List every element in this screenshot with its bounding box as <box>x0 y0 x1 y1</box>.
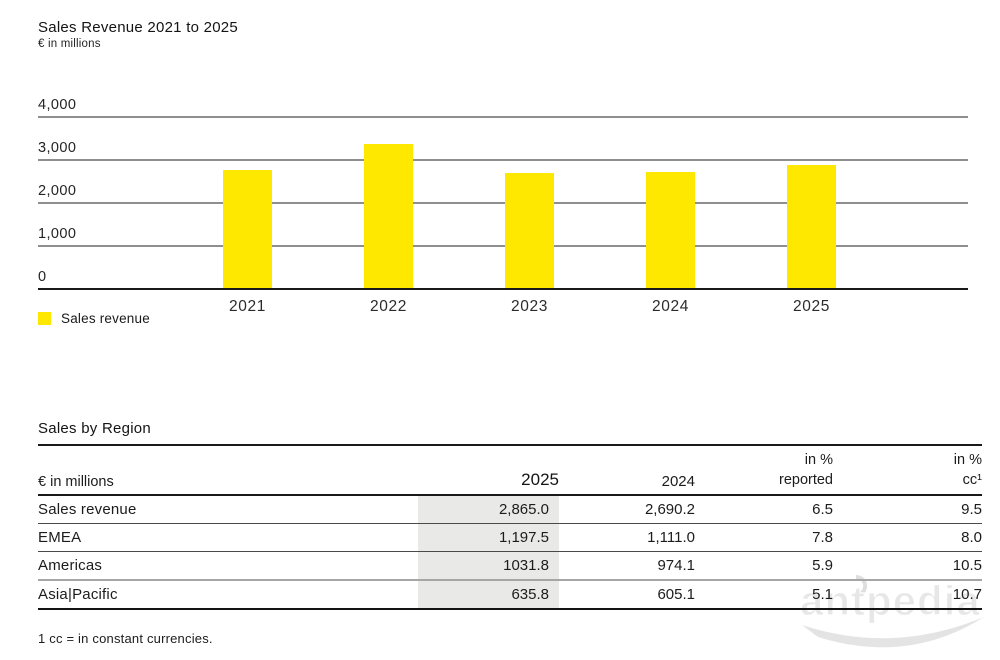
row-label: Asia|Pacific <box>38 586 118 603</box>
chart-title: Sales Revenue 2021 to 2025 <box>38 19 238 36</box>
cell-2025: 1031.8 <box>418 552 559 579</box>
cell-2025: 1,197.5 <box>418 524 559 551</box>
y-axis-tick-label: 4,000 <box>38 97 77 113</box>
gridline-3000 <box>38 159 968 161</box>
header-col-2025: 2025 <box>521 470 559 489</box>
gridline-2000 <box>38 202 968 204</box>
chart-unit-label: € in millions <box>38 38 101 50</box>
legend-swatch-icon <box>38 312 51 325</box>
header-unit-label: € in millions <box>38 474 114 490</box>
bar-2021 <box>223 169 272 288</box>
header-pct-reported-line1: in % <box>804 452 833 468</box>
header-pct-cc-line2: cc¹ <box>962 472 982 488</box>
row-label: Americas <box>38 557 103 574</box>
cell-pct-reported: 6.5 <box>812 501 833 518</box>
bar-2024 <box>646 172 695 288</box>
cell-2024: 605.1 <box>657 586 695 603</box>
table-title: Sales by Region <box>38 420 982 446</box>
sales-by-region-table: Sales by Region € in millions 2025 2024 … <box>38 420 982 610</box>
cell-pct-cc: 10.5 <box>952 557 982 574</box>
bar-2022 <box>364 143 413 288</box>
cell-pct-reported: 7.8 <box>812 529 833 546</box>
cell-pct-cc: 8.0 <box>961 529 982 546</box>
header-pct-cc-line1: in % <box>953 452 982 468</box>
footnote: 1 cc = in constant currencies. <box>38 631 213 646</box>
bar-2023 <box>505 173 554 288</box>
cell-2025: 635.8 <box>418 581 559 608</box>
header-col-2024: 2024 <box>661 473 695 490</box>
y-axis-tick-label: 0 <box>38 269 47 285</box>
cell-pct-reported: 5.1 <box>812 586 833 603</box>
x-axis-label-2023: 2023 <box>511 298 548 315</box>
x-axis-label-2025: 2025 <box>793 298 830 315</box>
x-axis-label-2022: 2022 <box>370 298 407 315</box>
y-axis-tick-label: 2,000 <box>38 183 77 199</box>
table-row: Americas 1031.8 974.1 5.9 10.5 <box>38 552 982 581</box>
cell-2024: 974.1 <box>657 557 695 574</box>
cell-pct-cc: 10.7 <box>952 586 982 603</box>
table-header-row: € in millions 2025 2024 in % reported in… <box>38 450 982 496</box>
gridline-1000 <box>38 245 968 247</box>
table-row: Sales revenue 2,865.0 2,690.2 6.5 9.5 <box>38 496 982 524</box>
gridline-4000 <box>38 116 968 118</box>
header-col-pct-cc: in % cc¹ <box>833 450 982 490</box>
header-pct-reported-line2: reported <box>778 472 833 488</box>
bar-chart-plot: 4,000 3,000 2,000 1,000 0 2021 2022 2023 2024 202… <box>38 97 968 315</box>
bar-2025 <box>787 164 836 288</box>
legend-label: Sales revenue <box>61 311 150 326</box>
row-label: Sales revenue <box>38 501 137 518</box>
header-col-pct-reported: in % reported <box>695 450 833 490</box>
row-label: EMEA <box>38 529 82 546</box>
x-axis-label-2021: 2021 <box>229 298 266 315</box>
y-axis-tick-label: 1,000 <box>38 226 77 242</box>
cell-pct-reported: 5.9 <box>812 557 833 574</box>
table-row: Asia|Pacific 635.8 605.1 5.1 10.7 <box>38 581 982 610</box>
cell-2025: 2,865.0 <box>418 496 559 523</box>
table-row: EMEA 1,197.5 1,111.0 7.8 8.0 <box>38 524 982 552</box>
y-axis-tick-label: 3,000 <box>38 140 77 156</box>
gridline-0 <box>38 288 968 290</box>
x-axis-label-2024: 2024 <box>652 298 689 315</box>
chart-legend: Sales revenue <box>38 311 150 326</box>
cell-2024: 1,111.0 <box>647 529 695 546</box>
cell-pct-cc: 9.5 <box>961 501 982 518</box>
cell-2024: 2,690.2 <box>644 501 695 518</box>
